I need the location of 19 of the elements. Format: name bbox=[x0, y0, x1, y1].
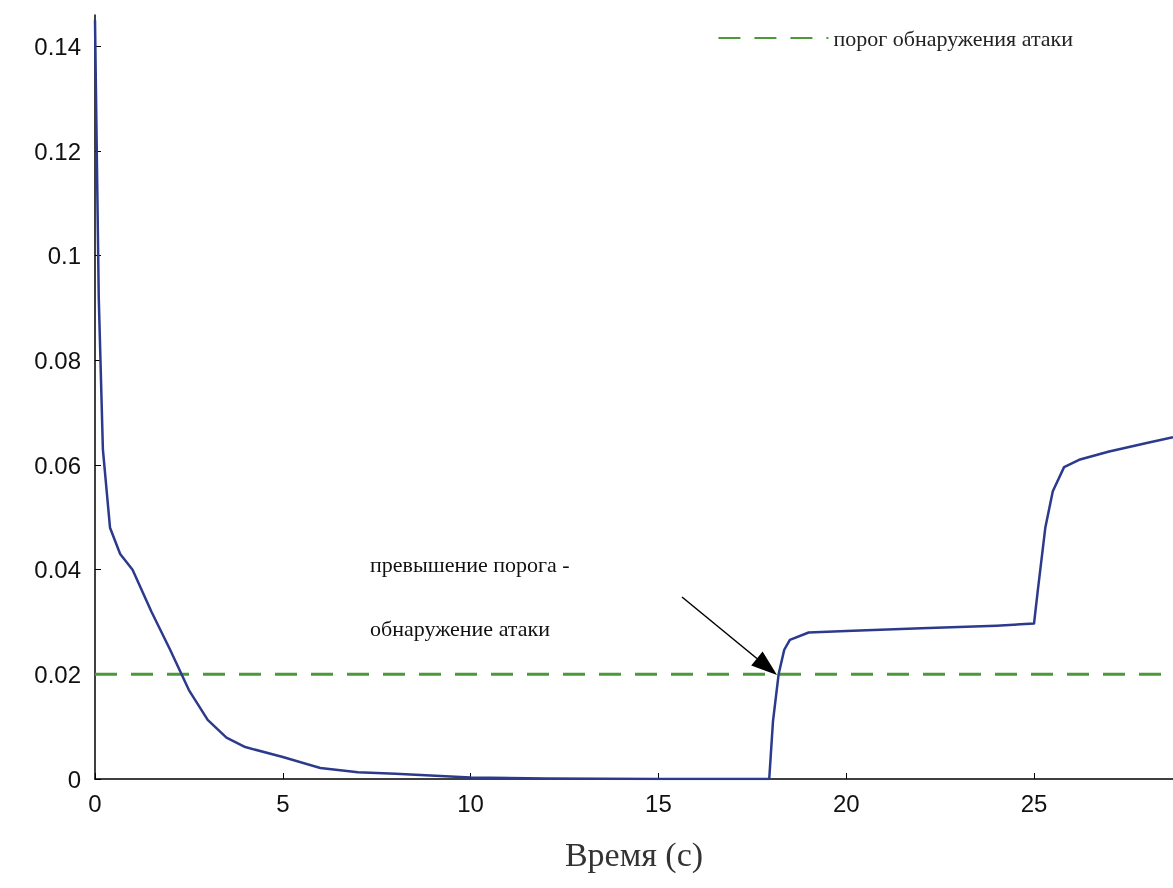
y-tick-label: 0.04 bbox=[34, 556, 81, 584]
annotation: превышение порога - bbox=[370, 551, 570, 577]
annotation: обнаружение атаки bbox=[370, 615, 551, 641]
line-series bbox=[93, 18, 1173, 781]
x-tick-label: 0 bbox=[88, 789, 102, 817]
y-tick-label: 0.1 bbox=[47, 242, 81, 270]
x-tick-label: 5 bbox=[276, 789, 290, 817]
y-tick-label: 0.06 bbox=[34, 451, 81, 479]
x-tick-label: 25 bbox=[1020, 789, 1048, 817]
x-tick-label: 10 bbox=[457, 789, 484, 817]
y-tick-label: 0.14 bbox=[34, 32, 81, 60]
x-axis-title: Время (с) bbox=[564, 835, 704, 874]
y-tick-label: 0.02 bbox=[34, 660, 81, 688]
x-tick-label: 15 bbox=[645, 789, 672, 817]
y-tick-label: 0.12 bbox=[34, 137, 81, 165]
y-tick-label: 0.08 bbox=[34, 346, 81, 374]
x-tick-label: 20 bbox=[832, 789, 860, 817]
y-tick-label: 0 bbox=[67, 765, 81, 793]
legend-label: порог обнаружения атаки bbox=[833, 25, 1074, 51]
